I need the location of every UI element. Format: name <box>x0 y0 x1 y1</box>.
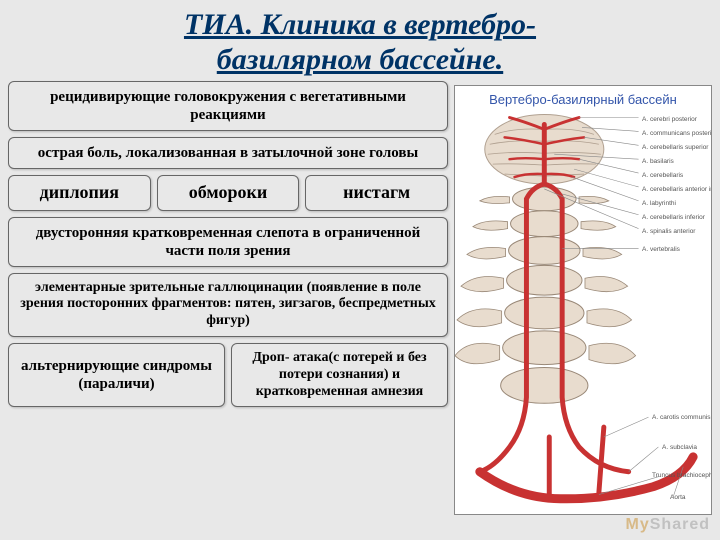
anatomy-label: A. spinalis anterior <box>642 228 695 235</box>
anatomy-label: Truncus brachiocephalicus <box>652 472 712 479</box>
box-diplopia: диплопия <box>8 175 151 211</box>
anatomy-panel: Вертебро-базилярный бассейн <box>454 85 712 515</box>
anatomy-label: A. labyrinthi <box>642 200 676 207</box>
content-area: рецидивирующие головокружения с вегетати… <box>0 81 720 515</box>
watermark-text: Shared <box>650 516 710 533</box>
box-syncope: обмороки <box>157 175 300 211</box>
row-double: альтернирующие синдромы (параличи) Дроп-… <box>8 343 448 407</box>
anatomy-label: A. cerebellaris inferior <box>642 214 705 221</box>
anatomy-label: A. subclavia <box>662 444 697 451</box>
anatomy-label: A. communicans posterior <box>642 130 712 137</box>
box-pain: острая боль, локализованная в затылочной… <box>8 137 448 169</box>
anatomy-column: Вертебро-базилярный бассейн <box>454 81 712 515</box>
anatomy-label: A. carotis communis <box>652 414 711 421</box>
slide-title: ТИА. Клиника в вертебро- базилярном басс… <box>0 0 720 81</box>
anatomy-label: A. cerebellaris anterior inferior <box>642 186 712 193</box>
row-triple: диплопия обмороки нистагм <box>8 175 448 211</box>
anatomy-label: Aorta <box>670 494 686 501</box>
anatomy-label: A. basilaris <box>642 158 674 165</box>
title-line-1: ТИА. Клиника в вертебро- <box>184 8 536 41</box>
anatomy-label: A. cerebellaris superior <box>642 144 708 151</box>
box-hallucinations: элементарные зрительные галлюцинации (по… <box>8 273 448 337</box>
box-drop-attack: Дроп- атака(с потерей и без потери созна… <box>231 343 448 407</box>
title-line-2: базилярном бассейне. <box>217 43 503 76</box>
box-vertigo: рецидивирующие головокружения с вегетати… <box>8 81 448 131</box>
anatomy-label: A. vertebralis <box>642 246 680 253</box>
box-alternating: альтернирующие синдромы (параличи) <box>8 343 225 407</box>
symptom-boxes: рецидивирующие головокружения с вегетати… <box>8 81 448 515</box>
watermark: MyShared <box>626 516 710 534</box>
anatomy-label: A. cerebellaris <box>642 172 683 179</box>
box-nystagmus: нистагм <box>305 175 448 211</box>
anatomy-label: A. cerebri posterior <box>642 116 697 123</box>
box-blindness: двусторонняя кратковременная слепота в о… <box>8 217 448 267</box>
anatomy-title: Вертебро-базилярный бассейн <box>455 86 711 109</box>
